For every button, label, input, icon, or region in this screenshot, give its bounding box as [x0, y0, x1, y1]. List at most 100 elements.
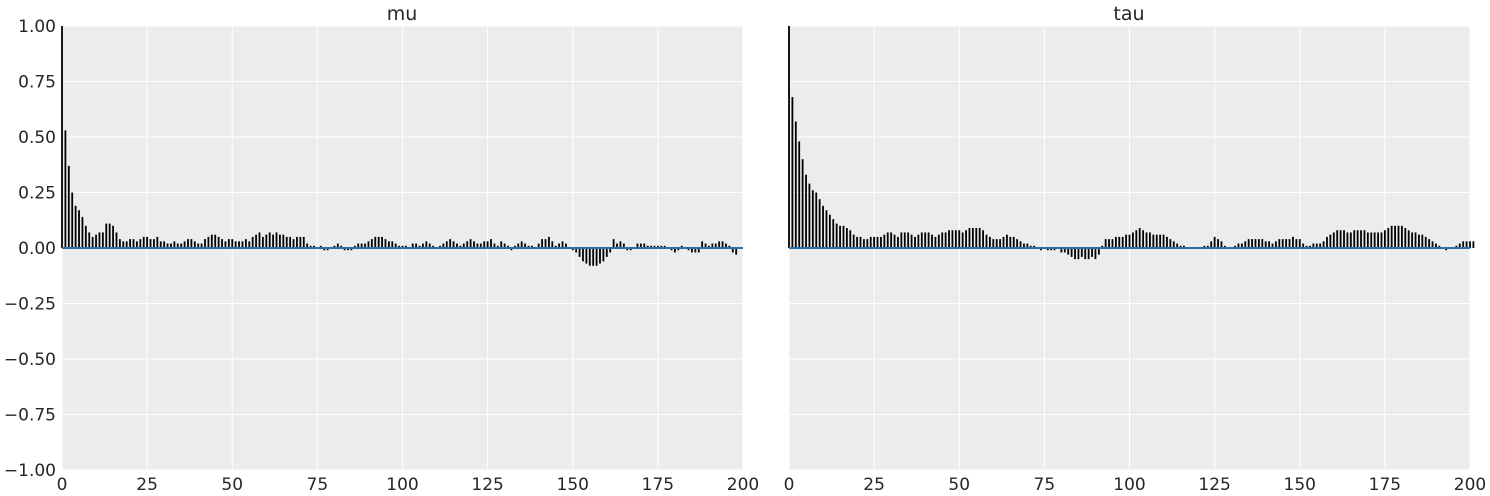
tau-acf-bar — [1176, 243, 1179, 248]
mu-acf-bar — [490, 239, 492, 248]
mu-autocorrelation-panel: 0 25 50 75 100 125 150 175 200 1.00 0.75 0.50 0.25 0.… — [4, 3, 759, 495]
tau-acf-bar — [1366, 232, 1369, 248]
mu-acf-bar — [405, 245, 407, 248]
mu-acf-bar — [462, 243, 465, 248]
tau-acf-bar — [1135, 230, 1138, 248]
mu-acf-bar — [81, 216, 84, 248]
tau-acf-bar — [1336, 230, 1339, 248]
mu-y-tick-label: −0.50 — [4, 350, 56, 370]
tau-acf-bar — [1016, 239, 1019, 248]
tau-acf-bar — [1251, 239, 1253, 248]
tau-acf-bar — [1292, 236, 1294, 248]
tau-acf-bar — [1084, 248, 1087, 260]
tau-acf-bar — [1002, 236, 1005, 248]
tau-x-tick-label: 100 — [1113, 475, 1145, 495]
tau-acf-bar — [931, 234, 933, 248]
mu-acf-bar — [520, 241, 523, 248]
mu-acf-bar — [387, 241, 390, 248]
mu-acf-bar — [255, 234, 257, 248]
mu-acf-bar — [125, 241, 128, 248]
mu-acf-bar — [728, 245, 731, 248]
tau-acf-bar — [961, 232, 964, 248]
mu-acf-bar — [306, 243, 309, 248]
tau-acf-bar — [920, 232, 923, 248]
mu-acf-bar — [541, 239, 544, 248]
mu-acf-bar — [428, 243, 431, 248]
tau-autocorrelation-panel: 0 25 50 75 100 125 150 175 200 tau — [784, 3, 1487, 495]
tau-acf-bar — [1029, 245, 1032, 248]
mu-acf-bar — [411, 243, 414, 248]
tau-acf-bar — [791, 97, 794, 248]
tau-x-tick-label: 150 — [1284, 475, 1316, 495]
mu-acf-bar — [350, 248, 353, 251]
mu-acf-bar — [183, 241, 186, 248]
tau-acf-bar — [788, 26, 790, 248]
tau-acf-bar — [934, 236, 937, 248]
mu-acf-bar — [456, 243, 458, 248]
mu-acf-bar — [190, 239, 193, 248]
mu-acf-bar — [704, 243, 707, 248]
tau-acf-bar — [1166, 236, 1168, 248]
mu-acf-bar — [544, 239, 547, 248]
tau-acf-bar — [1438, 245, 1441, 248]
mu-y-tick-label: −0.25 — [4, 295, 56, 315]
mu-x-tick-label: 25 — [136, 475, 158, 495]
tau-acf-bar — [988, 236, 991, 248]
mu-acf-bar — [367, 241, 370, 248]
tau-acf-bar — [1145, 232, 1148, 248]
mu-acf-bar — [166, 243, 169, 248]
tau-acf-bar — [808, 183, 811, 248]
tau-acf-bar — [893, 234, 896, 248]
tau-acf-bar — [1128, 234, 1131, 248]
mu-acf-bar — [554, 245, 557, 248]
tau-acf-bar — [1009, 236, 1012, 248]
mu-acf-bar — [292, 239, 295, 248]
mu-acf-bar — [415, 243, 418, 248]
tau-acf-bar — [839, 225, 841, 248]
mu-acf-bar — [548, 236, 550, 248]
tau-acf-bar — [1206, 245, 1209, 248]
tau-acf-bar — [1040, 248, 1042, 251]
mu-acf-bar — [612, 239, 615, 248]
mu-acf-bar — [578, 248, 581, 257]
mu-acf-bar — [279, 234, 281, 248]
mu-x-tick-label: 50 — [221, 475, 243, 495]
mu-acf-bar — [364, 243, 366, 248]
tau-acf-bar — [880, 236, 882, 248]
tau-acf-bar — [1104, 239, 1107, 248]
mu-acf-bar — [701, 241, 704, 248]
tau-acf-bar — [1203, 245, 1206, 248]
mu-acf-bar — [721, 241, 724, 248]
mu-acf-bar — [118, 239, 121, 248]
mu-acf-bar — [336, 243, 339, 248]
mu-acf-bar — [422, 243, 424, 248]
tau-acf-bar — [828, 214, 831, 248]
tau-acf-bar — [1411, 232, 1414, 248]
tau-acf-bar — [1053, 248, 1056, 251]
tau-acf-bar — [1305, 245, 1308, 248]
mu-acf-bar — [149, 239, 152, 248]
tau-acf-bar — [883, 234, 886, 248]
mu-acf-bar — [67, 165, 70, 248]
tau-acf-bar — [1421, 234, 1424, 248]
mu-acf-bar — [78, 210, 80, 248]
tau-acf-bar — [1244, 241, 1247, 248]
mu-acf-bar — [735, 248, 738, 255]
tau-acf-bar — [1237, 243, 1240, 248]
tau-acf-bar — [1360, 230, 1362, 248]
tau-acf-bar — [869, 236, 872, 248]
mu-acf-bar — [84, 225, 87, 248]
mu-acf-bar — [244, 239, 247, 248]
mu-y-tick-label: 0.50 — [18, 128, 56, 148]
tau-acf-bar — [798, 141, 801, 248]
tau-acf-bar — [975, 228, 978, 248]
mu-acf-bar — [466, 241, 469, 248]
mu-acf-bar — [697, 248, 700, 253]
mu-acf-bar — [575, 248, 578, 253]
tau-acf-bar — [1172, 241, 1175, 248]
mu-acf-bar — [204, 239, 206, 248]
tau-acf-bar — [1101, 245, 1104, 248]
tau-acf-bar — [1046, 248, 1049, 251]
mu-acf-bar — [731, 248, 734, 253]
tau-acf-bar — [832, 219, 835, 248]
